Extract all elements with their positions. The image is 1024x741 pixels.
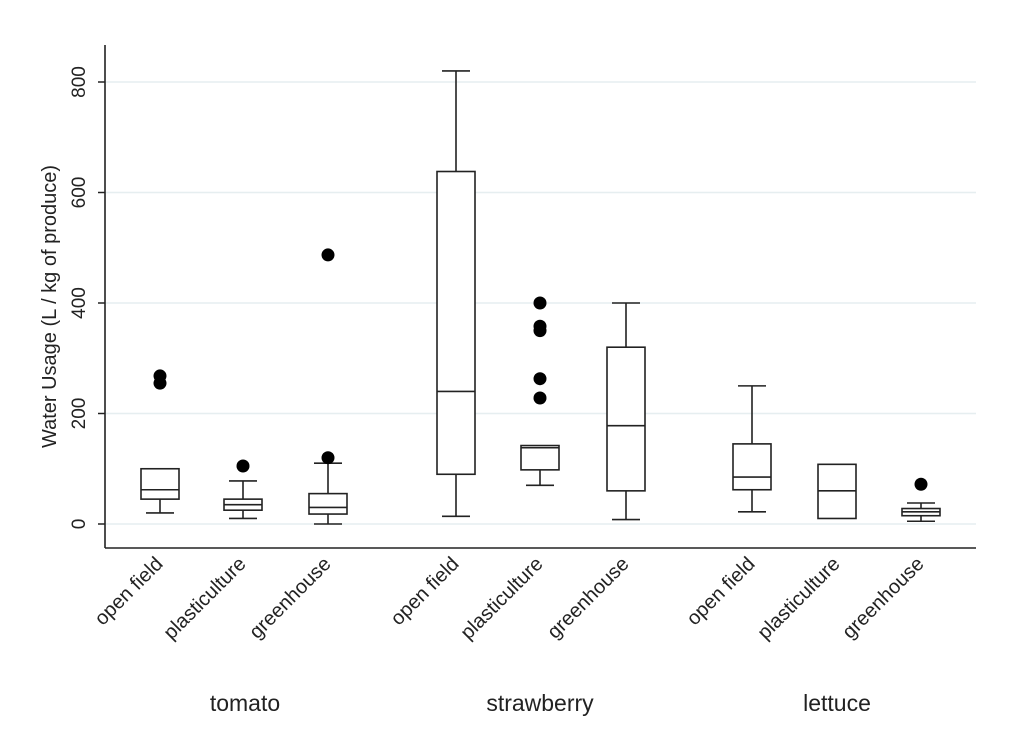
category-label: greenhouse (245, 553, 335, 643)
box (140, 467, 180, 500)
category-label: open field (387, 553, 464, 630)
outlier-point (533, 296, 547, 310)
category-label: plasticulture (160, 553, 251, 644)
box (308, 492, 348, 515)
outlier-point (321, 451, 335, 465)
group-label: lettuce (803, 690, 871, 716)
y-tick-label: 0 (69, 519, 90, 530)
outlier-point (533, 391, 547, 405)
category-label: plasticulture (754, 553, 845, 644)
y-tick-label: 800 (69, 66, 90, 98)
box (606, 346, 646, 492)
box (436, 170, 476, 476)
outlier-point (533, 372, 547, 386)
group-label: strawberry (486, 690, 594, 716)
outlier-point (321, 248, 335, 262)
category-label: open field (683, 553, 760, 630)
outlier-point (533, 319, 547, 333)
y-axis-title: Water Usage (L / kg of produce) (39, 165, 61, 448)
box (520, 444, 560, 471)
group-label: tomato (210, 690, 280, 716)
box (732, 443, 772, 491)
outlier-point (236, 459, 250, 473)
category-label: plasticulture (457, 553, 548, 644)
category-label: open field (91, 553, 168, 630)
y-tick-label: 600 (69, 177, 90, 209)
outlier-point (153, 369, 167, 383)
category-label: greenhouse (543, 553, 633, 643)
outlier-point (914, 477, 928, 491)
category-label: greenhouse (838, 553, 928, 643)
y-tick-label: 400 (69, 287, 90, 319)
y-tick-label: 200 (69, 398, 90, 430)
